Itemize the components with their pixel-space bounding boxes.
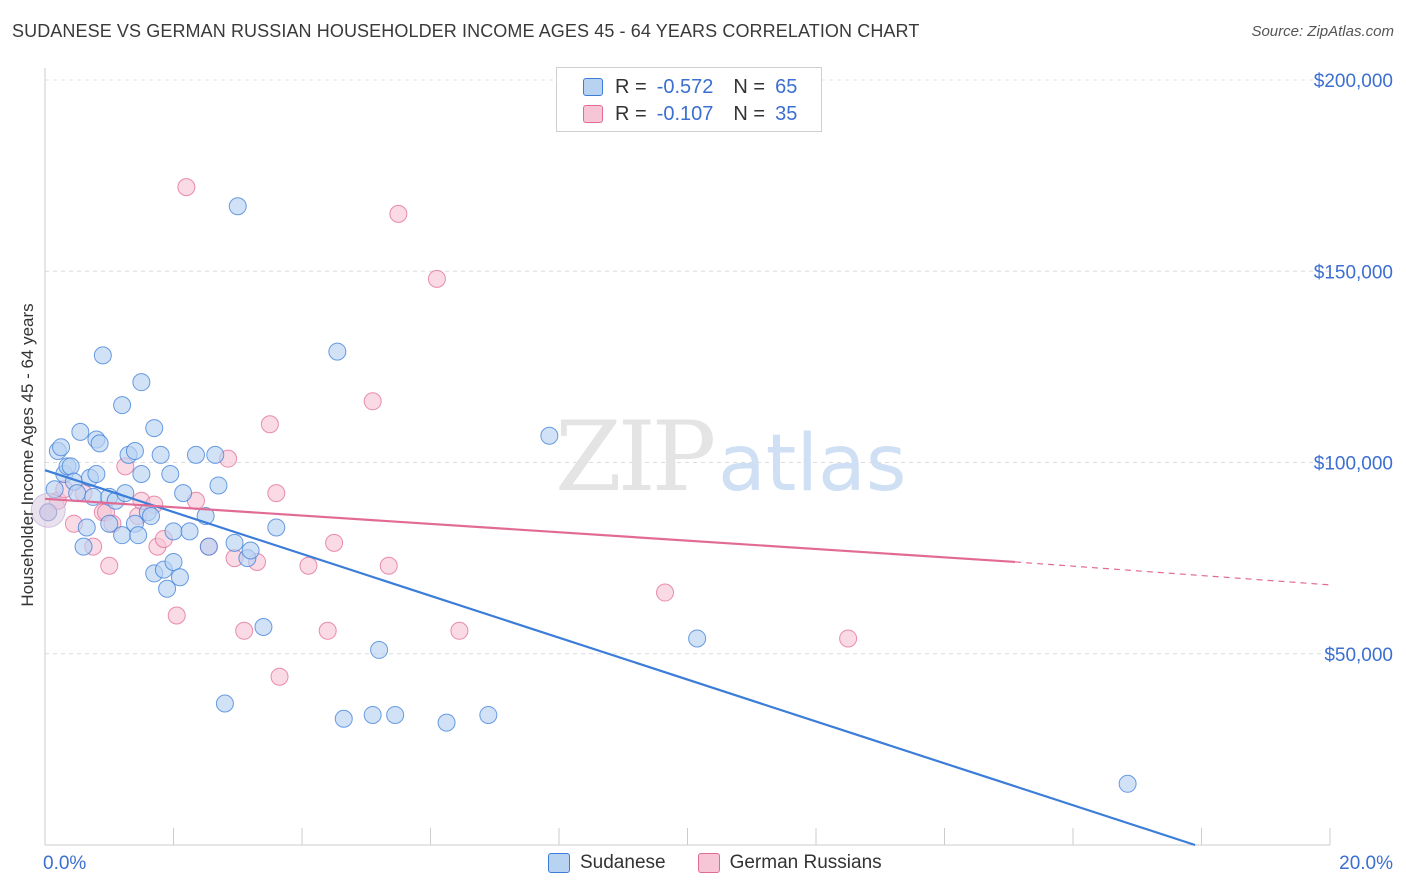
- sudanese-point: [113, 396, 132, 415]
- sudanese-point: [151, 445, 170, 464]
- sudanese-point: [164, 522, 183, 541]
- x-tick-label: 0.0%: [43, 853, 86, 874]
- german-russian-point: [100, 556, 119, 575]
- german-russians-swatch: [583, 105, 603, 123]
- german-russian-point: [260, 415, 279, 434]
- watermark-zip: ZIP: [555, 401, 714, 513]
- sudanese-swatch: [548, 853, 570, 873]
- sudanese-point: [93, 346, 112, 365]
- sudanese-point: [241, 541, 260, 560]
- sudanese-point: [170, 568, 189, 587]
- legend-r-value: -0.572: [656, 75, 714, 98]
- sudanese-point: [125, 442, 144, 461]
- german-russian-point: [177, 178, 196, 197]
- legend-n-label: N =: [733, 75, 766, 98]
- german-russian-point: [450, 621, 469, 640]
- german-russian-point: [299, 556, 318, 575]
- legend-item-sudanese: Sudanese: [548, 852, 666, 874]
- y-tick-label: $100,000: [1314, 454, 1393, 475]
- german-russian-point: [167, 606, 186, 625]
- watermark-atlas: atlas: [718, 419, 907, 509]
- sudanese-point: [254, 617, 273, 636]
- sudanese-point: [228, 197, 247, 216]
- sudanese-point: [100, 514, 119, 533]
- sudanese-point: [74, 537, 93, 556]
- series-legend: Sudanese German Russians: [548, 852, 914, 874]
- sudanese-point: [386, 705, 405, 724]
- sudanese-trend-line: [44, 469, 1196, 847]
- sudanese-point: [132, 373, 151, 392]
- sudanese-point: [215, 694, 234, 713]
- sudanese-point: [61, 457, 80, 476]
- german-russian-point: [270, 667, 289, 686]
- correlation-legend: R = -0.572 N = 65 R = -0.107 N = 35: [556, 67, 822, 132]
- german-russian-point: [235, 621, 254, 640]
- legend-row-german-russians: R = -0.107 N = 35: [583, 103, 797, 125]
- sudanese-point: [267, 518, 286, 537]
- sudanese-point: [363, 705, 382, 724]
- sudanese-point: [209, 476, 228, 495]
- cluster-point: [30, 492, 66, 528]
- sudanese-point: [370, 640, 389, 659]
- sudanese-point: [479, 705, 498, 724]
- chart-title: SUDANESE VS GERMAN RUSSIAN HOUSEHOLDER I…: [12, 21, 920, 41]
- legend-n-label: N =: [733, 102, 766, 125]
- sudanese-point: [199, 537, 218, 556]
- legend-r-label: R =: [615, 102, 647, 125]
- sudanese-point: [540, 426, 559, 445]
- y-tick-label: $150,000: [1314, 262, 1393, 283]
- legend-n-value: 65: [775, 75, 798, 98]
- sudanese-point: [186, 445, 205, 464]
- sudanese-point: [1118, 774, 1137, 793]
- legend-label-sudanese: Sudanese: [580, 852, 666, 873]
- legend-item-german-russians: German Russians: [697, 852, 882, 874]
- sudanese-point: [174, 484, 193, 503]
- y-axis-label: Householder Income Ages 45 - 64 years: [18, 303, 37, 607]
- german-russian-point: [389, 204, 408, 223]
- german-russian-point: [325, 533, 344, 552]
- sudanese-point: [161, 464, 180, 483]
- sudanese-point: [132, 464, 151, 483]
- y-tick-label: $50,000: [1324, 645, 1393, 666]
- sudanese-point: [142, 507, 161, 526]
- sudanese-point: [688, 629, 707, 648]
- german-russian-trend-line: [44, 497, 1016, 564]
- legend-r-label: R =: [615, 75, 647, 98]
- german-russian-point: [656, 583, 675, 602]
- sudanese-point: [52, 438, 71, 457]
- sudanese-point: [158, 579, 177, 598]
- legend-label-german-russians: German Russians: [729, 852, 882, 873]
- y-tick-label: $200,000: [1314, 71, 1393, 92]
- sudanese-point: [129, 526, 148, 545]
- sudanese-swatch: [583, 78, 603, 96]
- german-russian-point: [379, 556, 398, 575]
- sudanese-point: [164, 552, 183, 571]
- german-russian-point: [839, 629, 858, 648]
- legend-row-sudanese: R = -0.572 N = 65: [583, 76, 797, 98]
- german-russian-point: [318, 621, 337, 640]
- sudanese-point: [71, 422, 90, 441]
- sudanese-point: [334, 709, 353, 728]
- sudanese-point: [87, 464, 106, 483]
- sudanese-point: [90, 434, 109, 453]
- german-russian-trend-extension: [1015, 561, 1331, 586]
- sudanese-point: [145, 419, 164, 438]
- german-russian-point: [363, 392, 382, 411]
- sudanese-point: [437, 713, 456, 732]
- x-tick-label: 20.0%: [1339, 853, 1393, 874]
- german-russians-swatch: [697, 853, 720, 873]
- sudanese-point: [77, 518, 96, 537]
- source-credit: Source: ZipAtlas.com: [1251, 23, 1394, 40]
- legend-n-value: 35: [775, 102, 798, 125]
- sudanese-point: [328, 342, 347, 361]
- sudanese-point: [225, 533, 244, 552]
- german-russian-point: [267, 484, 286, 503]
- german-russian-point: [427, 269, 446, 288]
- sudanese-point: [180, 522, 199, 541]
- sudanese-point: [206, 445, 225, 464]
- sudanese-point: [68, 484, 87, 503]
- legend-r-value: -0.107: [656, 102, 714, 125]
